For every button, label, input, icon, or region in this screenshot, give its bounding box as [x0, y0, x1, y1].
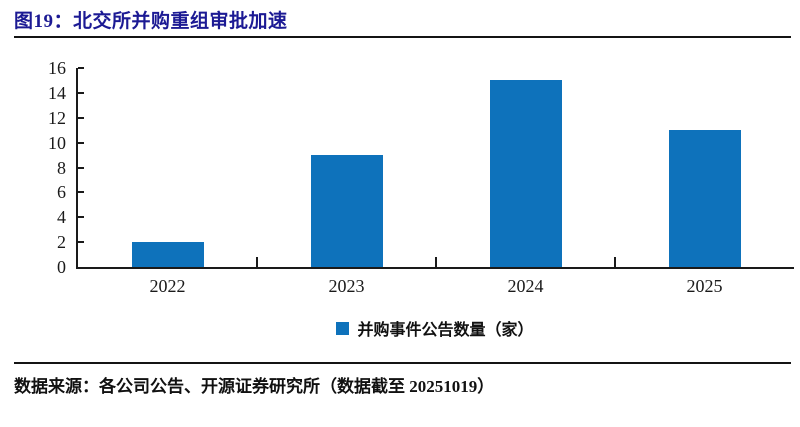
figure-title: 图19：北交所并购重组审批加速: [14, 11, 288, 32]
y-axis-label-8: 8: [57, 157, 66, 178]
legend-label: 并购事件公告数量（家）: [357, 322, 534, 339]
y-axis-label-2: 2: [57, 232, 66, 253]
x-axis-tick: [256, 257, 258, 267]
y-axis-label-10: 10: [48, 132, 66, 153]
y-axis-tick: [78, 116, 84, 119]
bar-2024: [489, 80, 562, 267]
y-axis-tick: [78, 241, 84, 244]
x-axis-tick: [614, 257, 616, 267]
x-axis-tick: [435, 257, 437, 267]
y-axis-label-16: 16: [48, 58, 66, 78]
bar-2022: [131, 242, 204, 267]
y-axis-tick: [78, 216, 84, 219]
x-axis-label-2022: 2022: [149, 276, 186, 296]
legend-swatch-blue: [336, 321, 350, 335]
y-axis-tick: [78, 166, 84, 169]
title-divider-line: [14, 36, 791, 38]
y-axis-label-14: 14: [48, 82, 66, 103]
data-source-note: 数据来源：各公司公告、开源证券研究所（数据截至 20251019）: [14, 377, 495, 396]
y-axis-tick: [78, 91, 84, 94]
x-axis-label-2023: 2023: [328, 276, 365, 296]
x-axis-label-2024: 2024: [507, 276, 544, 296]
x-axis-label-2025: 2025: [686, 276, 723, 296]
y-axis-tick: [78, 191, 84, 194]
y-axis-tick: [78, 67, 84, 69]
footer-divider-line: [14, 362, 791, 364]
bar-2025: [668, 130, 741, 267]
y-axis-label-12: 12: [48, 107, 66, 128]
bar-2023: [310, 155, 383, 267]
y-axis-label-6: 6: [57, 182, 66, 203]
y-axis-tick: [78, 141, 84, 144]
chart-legend: 并购事件公告数量（家）: [76, 316, 794, 340]
plot-area: 2022 2023 2024 2025 0 2 4 6 8 10 12 14 16: [48, 59, 794, 295]
y-axis-label-4: 4: [57, 207, 66, 228]
y-axis-label-0: 0: [57, 257, 66, 277]
